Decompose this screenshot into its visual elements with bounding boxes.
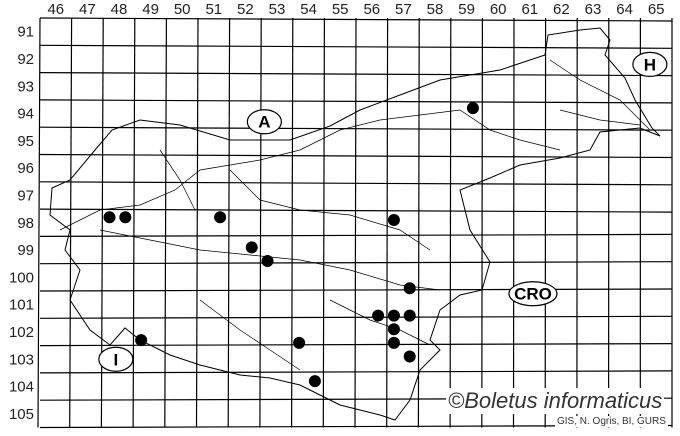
row-label: 91 bbox=[17, 24, 34, 41]
grid-column-line bbox=[481, 17, 483, 428]
column-label: 59 bbox=[458, 1, 475, 18]
row-label: 98 bbox=[17, 215, 34, 232]
occurrence-dot bbox=[387, 309, 400, 322]
country-border bbox=[49, 27, 661, 421]
grid-column-line bbox=[417, 17, 420, 428]
grid-lines: 46 47 48 49 50 51 52 53 54 55 56 57 58 59 60 61 62 63 64 65… bbox=[9, 1, 673, 429]
grid-column-line bbox=[322, 17, 325, 428]
occurrence-dot bbox=[103, 211, 116, 224]
grid-row-line bbox=[39, 72, 673, 77]
grid-row-line bbox=[39, 181, 673, 186]
row-label: 93 bbox=[17, 78, 34, 95]
grid-column-line bbox=[386, 17, 389, 428]
column-label: 60 bbox=[490, 1, 507, 18]
row-label: 102 bbox=[9, 324, 34, 341]
country-label: A bbox=[258, 113, 270, 132]
country-label-ellipse bbox=[632, 51, 668, 78]
row-label: 94 bbox=[17, 106, 34, 123]
occurrence-dot bbox=[387, 323, 400, 336]
column-label: 51 bbox=[205, 1, 222, 18]
grid-column-line bbox=[259, 17, 262, 428]
country-label-ellipse bbox=[98, 346, 134, 372]
column-label: 62 bbox=[553, 1, 570, 18]
occurrence-dot bbox=[403, 350, 416, 363]
occurrence-dot bbox=[466, 102, 479, 115]
country-label-ellipse bbox=[246, 109, 282, 135]
occurrence-dot bbox=[119, 211, 132, 224]
country-label: H bbox=[644, 55, 656, 74]
grid-column-line bbox=[69, 17, 73, 428]
country-label: CRO bbox=[514, 285, 552, 304]
column-label: 56 bbox=[363, 1, 380, 18]
row-label: 99 bbox=[17, 242, 34, 259]
grid-row-line bbox=[39, 153, 673, 159]
column-label: 52 bbox=[237, 1, 254, 18]
column-label: 50 bbox=[174, 1, 191, 18]
grid-column-line bbox=[37, 17, 41, 428]
occurrence-dots bbox=[103, 102, 479, 388]
grid-column-line bbox=[354, 17, 357, 428]
column-label: 57 bbox=[395, 1, 412, 18]
occurrence-dot bbox=[403, 309, 416, 322]
grid-column-line bbox=[227, 17, 231, 428]
occurrence-dot bbox=[403, 282, 416, 295]
row-label: 101 bbox=[9, 297, 34, 314]
column-label: 61 bbox=[521, 1, 538, 18]
grid-column-line bbox=[132, 17, 136, 428]
column-label: 64 bbox=[616, 1, 633, 18]
grid-column-line bbox=[449, 17, 452, 428]
grid-row-line bbox=[39, 288, 673, 292]
row-label: 100 bbox=[9, 269, 34, 286]
occurrence-dot bbox=[372, 309, 385, 322]
column-label: 65 bbox=[648, 1, 665, 18]
column-label: 54 bbox=[300, 1, 317, 18]
grid-row-line bbox=[39, 233, 673, 237]
column-label: 55 bbox=[332, 1, 349, 18]
grid-row-line bbox=[39, 315, 673, 319]
country-label: I bbox=[113, 350, 118, 369]
occurrence-dot bbox=[387, 336, 400, 349]
row-label: 92 bbox=[17, 51, 34, 68]
grid-row-line bbox=[39, 17, 673, 22]
row-label: 104 bbox=[9, 379, 34, 396]
column-label: 48 bbox=[111, 1, 128, 18]
grid-column-line bbox=[164, 17, 167, 428]
grid-row-line bbox=[39, 208, 673, 213]
watermark: ©Boletus informaticus bbox=[446, 388, 665, 414]
occurrence-dot bbox=[245, 241, 258, 254]
column-label: 46 bbox=[47, 1, 64, 18]
column-label: 53 bbox=[269, 1, 286, 18]
grid-row-line bbox=[39, 99, 673, 104]
country-labels: A H CRO I bbox=[98, 51, 668, 372]
occurrence-dot bbox=[293, 336, 306, 349]
row-label: 103 bbox=[9, 351, 34, 368]
river bbox=[59, 59, 651, 371]
grid-row-line bbox=[39, 261, 673, 265]
column-label: 47 bbox=[79, 1, 96, 18]
column-label: 63 bbox=[585, 1, 602, 18]
credit-text: GIS, N. Ogris, BI, GURS bbox=[555, 416, 668, 427]
occurrence-dot bbox=[214, 211, 227, 224]
occurrence-dot bbox=[308, 375, 321, 388]
occurrence-dot bbox=[387, 214, 400, 227]
column-label: 58 bbox=[427, 1, 444, 18]
grid-row-line bbox=[39, 126, 673, 131]
grid-row-line bbox=[39, 44, 673, 49]
country-label-ellipse bbox=[508, 281, 558, 307]
grid-column-line bbox=[291, 17, 294, 428]
occurrence-dot bbox=[261, 254, 274, 267]
grid-column-line bbox=[195, 17, 199, 428]
column-label: 49 bbox=[142, 1, 159, 18]
row-label: 97 bbox=[17, 187, 34, 204]
occurrence-dot bbox=[135, 334, 148, 347]
row-label: 105 bbox=[9, 406, 34, 423]
grid-row-line bbox=[39, 370, 673, 374]
grid-row-line bbox=[39, 343, 673, 347]
row-label: 95 bbox=[17, 133, 34, 150]
row-label: 96 bbox=[17, 160, 34, 177]
grid-column-line bbox=[512, 17, 515, 428]
